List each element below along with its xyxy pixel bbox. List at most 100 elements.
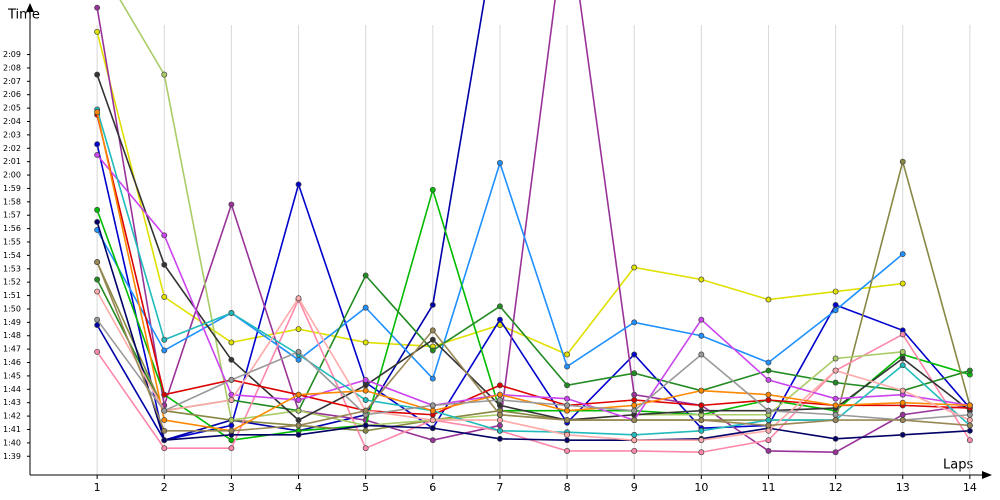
point xyxy=(631,370,638,377)
point xyxy=(765,422,772,429)
y-tick-label: 1:56 xyxy=(3,224,21,233)
y-tick-label: 1:59 xyxy=(3,184,21,193)
point xyxy=(94,109,101,116)
point xyxy=(161,293,168,300)
point xyxy=(631,264,638,271)
point xyxy=(966,411,973,418)
point xyxy=(295,431,302,438)
point xyxy=(161,71,168,78)
point xyxy=(899,417,906,424)
point xyxy=(765,296,772,303)
x-tick-label: 6 xyxy=(429,481,436,494)
point xyxy=(496,303,503,310)
y-tick-label: 2:06 xyxy=(3,90,21,99)
y-tick-label: 2:04 xyxy=(3,117,21,126)
point xyxy=(295,181,302,188)
point xyxy=(496,417,503,424)
point xyxy=(362,382,369,389)
y-tick-label: 1:46 xyxy=(3,358,21,367)
point xyxy=(631,391,638,398)
point xyxy=(631,319,638,326)
y-tick-label: 2:08 xyxy=(3,63,21,72)
point xyxy=(698,427,705,434)
point xyxy=(295,397,302,403)
y-tick-label: 1:44 xyxy=(3,385,21,394)
point xyxy=(765,359,772,366)
point xyxy=(161,336,168,343)
x-tick-label: 11 xyxy=(761,481,775,494)
point xyxy=(765,397,772,403)
point xyxy=(429,301,436,308)
point xyxy=(832,395,839,402)
point xyxy=(832,402,839,409)
point xyxy=(362,387,369,394)
x-tick-label: 10 xyxy=(694,481,708,494)
point xyxy=(161,347,168,354)
point xyxy=(631,397,638,403)
point xyxy=(899,355,906,362)
point xyxy=(966,437,973,444)
point xyxy=(832,435,839,442)
point xyxy=(765,447,772,454)
point xyxy=(631,417,638,424)
point xyxy=(161,391,168,398)
point xyxy=(496,397,503,403)
point xyxy=(564,447,571,454)
y-tick-label: 1:41 xyxy=(3,425,21,434)
point xyxy=(94,276,101,283)
point xyxy=(832,307,839,314)
point xyxy=(228,427,235,434)
point xyxy=(161,445,168,452)
point xyxy=(496,435,503,442)
point xyxy=(631,402,638,409)
point xyxy=(832,449,839,456)
point xyxy=(698,316,705,323)
point xyxy=(161,407,168,414)
point xyxy=(832,411,839,418)
point xyxy=(94,152,101,158)
x-axis-title: Laps xyxy=(943,458,973,473)
point xyxy=(228,417,235,424)
point xyxy=(362,422,369,429)
series-line xyxy=(96,154,970,422)
point xyxy=(496,411,503,418)
point xyxy=(228,437,235,444)
point xyxy=(899,348,906,355)
point xyxy=(832,379,839,386)
point xyxy=(765,391,772,398)
y-tick-label: 1:52 xyxy=(3,278,21,287)
point xyxy=(899,387,906,394)
point xyxy=(564,431,571,438)
point xyxy=(698,387,705,394)
point xyxy=(564,351,571,358)
point xyxy=(765,417,772,424)
point xyxy=(161,261,168,268)
point xyxy=(429,437,436,444)
point xyxy=(295,295,302,302)
point xyxy=(429,407,436,414)
point xyxy=(765,367,772,374)
point xyxy=(899,431,906,438)
x-tick-label: 7 xyxy=(496,481,503,494)
point xyxy=(832,288,839,295)
y-tick-label: 2:09 xyxy=(3,50,21,59)
point xyxy=(161,232,168,239)
point xyxy=(362,339,369,346)
point xyxy=(496,160,503,166)
point xyxy=(631,407,638,414)
point xyxy=(362,304,369,311)
y-tick-label: 1:43 xyxy=(3,398,21,407)
point xyxy=(228,445,235,452)
point xyxy=(564,402,571,409)
x-tick-label: 4 xyxy=(295,481,302,494)
point xyxy=(631,431,638,438)
point xyxy=(496,316,503,323)
y-tick-label: 2:05 xyxy=(3,104,21,113)
point xyxy=(832,301,839,308)
point xyxy=(429,327,436,334)
point xyxy=(94,259,101,266)
point xyxy=(899,362,906,369)
point xyxy=(564,437,571,444)
point xyxy=(966,367,973,374)
